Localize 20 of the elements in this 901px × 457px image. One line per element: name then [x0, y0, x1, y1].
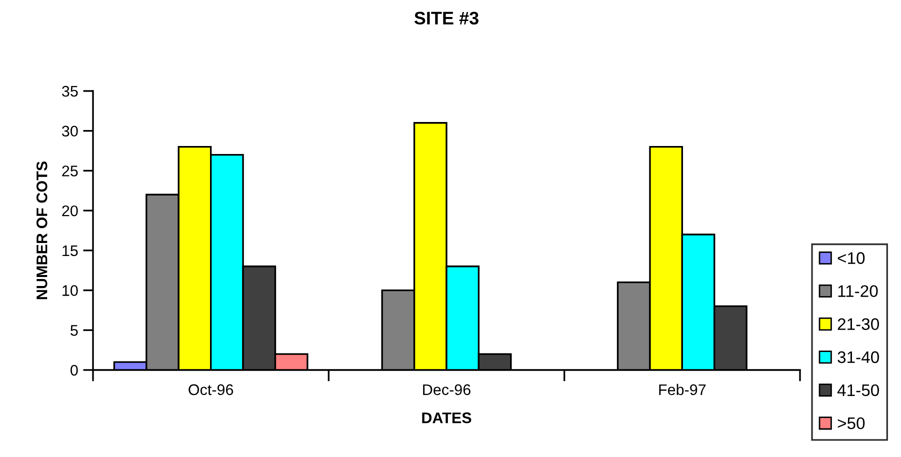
y-tick-label: 35 [62, 86, 78, 97]
x-tick-label: Dec-96 [423, 384, 470, 396]
chart-title: SITE #3 [414, 12, 478, 25]
legend-label: 41-50 [837, 384, 879, 396]
x-tick-label: Feb-97 [659, 384, 706, 396]
y-tick-label: 15 [62, 245, 78, 256]
y-tick-label: 10 [62, 285, 78, 296]
x-tick-label: Oct-96 [188, 384, 234, 396]
y-tick-label: 25 [62, 166, 78, 176]
y-tick-label: 30 [62, 126, 78, 137]
y-tick-label: 5 [70, 325, 78, 336]
legend-label: >50 [838, 417, 865, 430]
y-axis-title: NUMBER OF COTS [36, 162, 48, 300]
y-tick-label: 0 [70, 364, 78, 376]
legend-label: 21-30 [838, 318, 879, 330]
y-tick-label: 20 [62, 205, 78, 216]
legend-label: 11-20 [838, 285, 878, 298]
legend-label: 31-40 [838, 351, 879, 364]
x-axis-title: DATES [422, 412, 472, 424]
legend-label: <10 [838, 252, 865, 264]
